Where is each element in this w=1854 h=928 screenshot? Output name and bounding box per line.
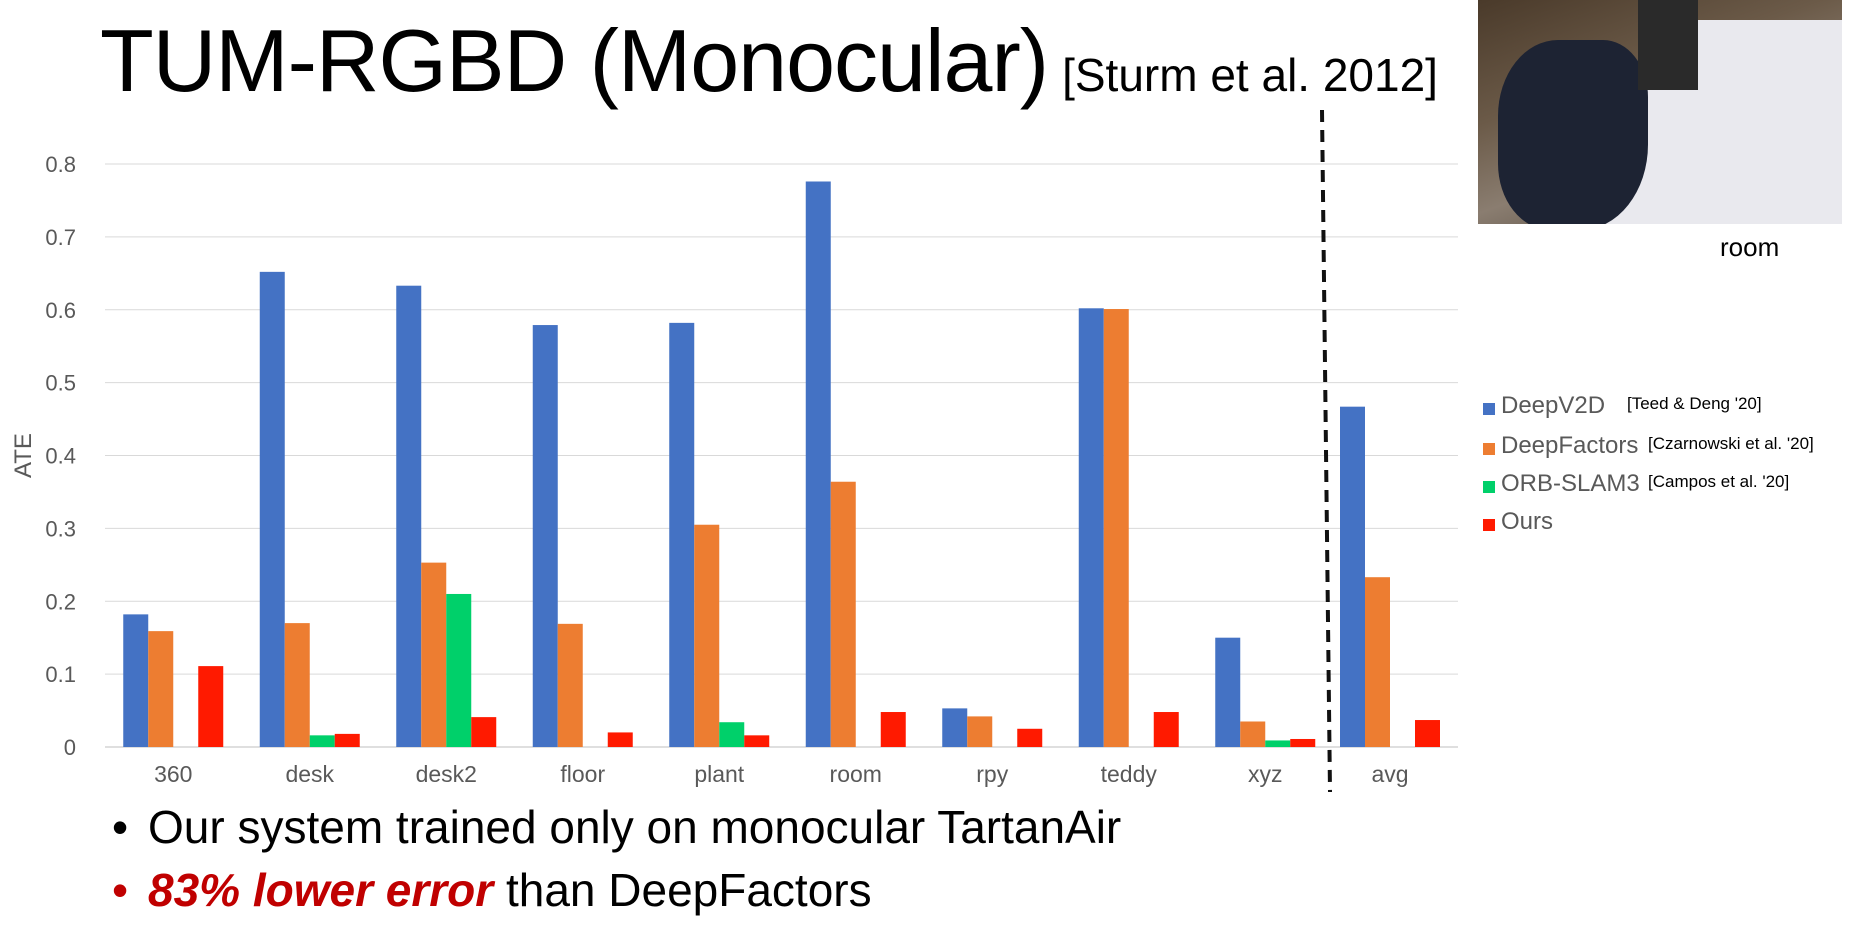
x-tick-label: plant — [694, 761, 744, 787]
bar-ours — [198, 666, 224, 747]
bar-ours — [1415, 720, 1440, 747]
y-tick-label: 0.3 — [45, 516, 76, 541]
bar-orb-slam3 — [446, 593, 472, 747]
avg-separator-line — [1320, 109, 1332, 793]
x-tick-label: avg — [1371, 761, 1408, 787]
bar-deepfactors — [284, 623, 310, 747]
bullet-item: • 83% lower error than DeepFactors — [112, 863, 872, 917]
bar-deepfactors — [148, 631, 174, 747]
bar-ours — [1017, 728, 1043, 747]
bullet-emphasis: 83% lower error — [148, 864, 494, 916]
y-tick-label: 0.8 — [45, 152, 76, 177]
x-tick-label: floor — [560, 761, 605, 787]
room-thumbnail-image — [1478, 0, 1842, 224]
bar-deepfactors — [421, 562, 447, 747]
bar-ours — [334, 733, 360, 747]
thumbnail-monitor — [1638, 0, 1698, 90]
bar-deepv2d — [1340, 406, 1365, 747]
bullet-text: than DeepFactors — [493, 864, 872, 916]
legend-citation: [Teed & Deng '20] — [1627, 394, 1762, 413]
bar-orb-slam3 — [1265, 740, 1291, 747]
legend-label: ORB-SLAM3 — [1501, 470, 1640, 497]
bar-deepfactors — [1365, 577, 1390, 747]
bar-orb-slam3 — [309, 735, 335, 747]
legend-citation: [Czarnowski et al. '20] — [1648, 434, 1814, 453]
x-tick-label: desk — [285, 761, 334, 787]
legend-swatch — [1483, 443, 1495, 455]
legend-swatch — [1483, 403, 1495, 415]
legend-label: DeepFactors — [1501, 432, 1639, 459]
thumbnail-caption: room — [1720, 232, 1780, 262]
title-citation: [Sturm et al. 2012] — [1062, 49, 1438, 101]
x-tick-label: xyz — [1248, 761, 1283, 787]
bar-deepv2d — [1078, 308, 1104, 747]
bullet-dot: • — [112, 801, 129, 853]
y-tick-label: 0.6 — [45, 298, 76, 323]
bar-deepv2d — [396, 285, 422, 747]
bar-ours — [880, 712, 906, 747]
y-axis-label: ATE — [10, 433, 37, 478]
bar-deepfactors — [1103, 309, 1129, 747]
legend-swatch — [1483, 481, 1495, 493]
legend-swatch — [1483, 519, 1495, 531]
bar-deepfactors — [694, 524, 720, 747]
y-tick-label: 0.1 — [45, 662, 76, 687]
legend-citation: [Campos et al. '20] — [1648, 472, 1790, 491]
x-tick-label: room — [830, 761, 882, 787]
bar-deepfactors — [557, 623, 583, 747]
bar-ours — [607, 732, 633, 747]
bar-ours — [1290, 738, 1316, 747]
bullet-text: Our system trained only on monocular Tar… — [148, 801, 1122, 853]
x-tick-label: desk2 — [416, 761, 477, 787]
bar-ours — [1153, 712, 1179, 747]
legend-label: Ours — [1501, 508, 1554, 535]
y-tick-label: 0.2 — [45, 589, 76, 614]
bar-deepv2d — [942, 708, 968, 747]
y-tick-label: 0 — [64, 735, 76, 760]
bar-deepv2d — [1215, 637, 1241, 747]
bar-deepv2d — [669, 322, 695, 747]
bar-deepfactors — [967, 716, 993, 747]
bar-deepv2d — [805, 181, 831, 748]
thumbnail-cloth — [1498, 40, 1648, 224]
legend-label: DeepV2D — [1501, 392, 1606, 419]
bar-deepfactors — [1240, 721, 1266, 747]
bar-ours — [744, 735, 770, 747]
bullet-dot: • — [112, 864, 129, 916]
slide-title: TUM-RGBD (Monocular) — [100, 11, 1049, 110]
x-tick-label: rpy — [976, 761, 1008, 787]
bar-orb-slam3 — [719, 722, 745, 747]
bar-deepfactors — [830, 481, 856, 747]
bar-deepv2d — [259, 271, 285, 747]
y-tick-label: 0.5 — [45, 371, 76, 396]
bar-deepv2d — [532, 325, 558, 747]
x-tick-label: teddy — [1101, 761, 1158, 787]
x-tick-label: 360 — [154, 761, 192, 787]
slide-title-row: TUM-RGBD (Monocular) [Sturm et al. 2012] — [100, 10, 1438, 112]
bar-ours — [471, 717, 497, 747]
y-tick-label: 0.7 — [45, 225, 76, 250]
y-tick-label: 0.4 — [45, 444, 76, 469]
bar-deepv2d — [123, 614, 149, 747]
bullet-item: • Our system trained only on monocular Ta… — [112, 800, 1121, 854]
